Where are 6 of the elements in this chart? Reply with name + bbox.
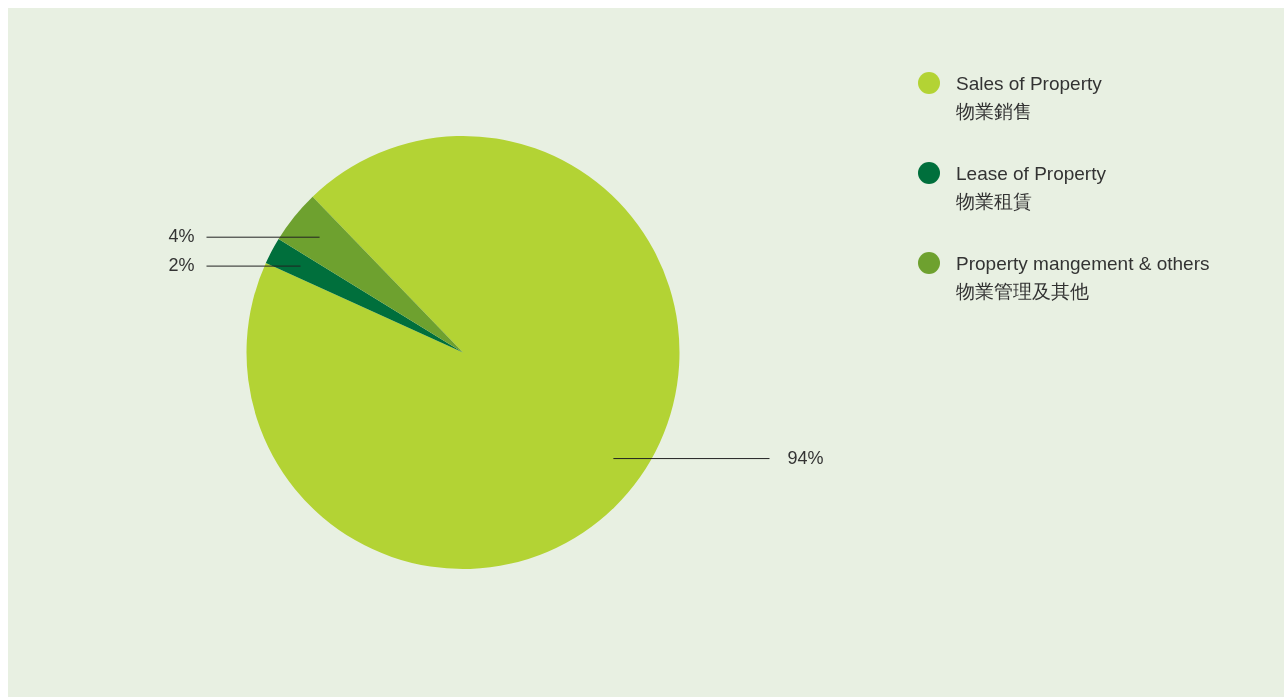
- data-label: 94%: [787, 447, 824, 468]
- legend-label: Sales of Property 物業銷售: [956, 72, 1102, 124]
- legend-label: Property mangement & others 物業管理及其他: [956, 252, 1210, 304]
- data-label: 2%: [168, 255, 195, 276]
- legend-label: Lease of Property 物業租賃: [956, 162, 1106, 214]
- data-label: 4%: [168, 226, 195, 247]
